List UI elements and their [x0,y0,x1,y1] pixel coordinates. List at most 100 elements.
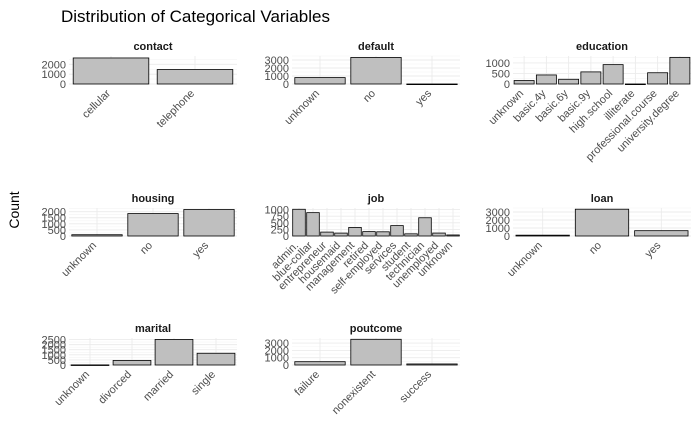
x-tick-label: cellular [80,87,113,120]
y-tick-label: 0 [60,79,66,91]
y-tick-label: 500 [48,225,66,237]
bar-student [404,233,418,237]
y-tick-label: 2000 [265,345,289,357]
bar-basic.4y [535,74,557,85]
x-tick-label: divorced [96,369,134,407]
y-tick-label: 0 [283,79,289,91]
facet-title: loan [591,193,614,205]
y-tick-label: 1000 [42,69,66,81]
y-axis-label: Count [6,191,22,228]
y-tick-label: 500 [492,68,510,80]
y-tick-label: 1000 [486,58,510,70]
y-tick-label: 0 [60,360,66,372]
bar-unemployed [432,232,446,237]
bar-retired [362,231,376,237]
x-tick-label: no [587,240,604,257]
bar-unknown [294,77,346,85]
bar-entrepreneur [320,231,334,237]
bar-married [154,339,194,366]
y-tick-label: 1000 [265,353,289,365]
facet-title: default [358,41,394,53]
y-tick-label: 500 [271,218,289,230]
facet-title: contact [133,41,172,53]
bar-admin. [292,208,306,237]
y-tick-label: 1000 [265,71,289,83]
y-tick-label: 2000 [42,340,66,352]
y-tick-label: 250 [271,224,289,236]
bar-unknown [515,234,570,237]
y-tick-label: 3000 [486,207,510,219]
y-tick-label: 1500 [42,345,66,357]
y-tick-label: 1500 [42,213,66,225]
bar-unknown [513,80,535,85]
bar-high.school [602,64,624,85]
bar-no [350,57,402,85]
bar-unknown [71,234,123,237]
y-tick-label: 2000 [42,59,66,71]
facet-title: education [576,41,628,53]
bar-unknown [70,364,110,366]
y-tick-label: 0 [60,231,66,243]
bar-single [196,352,236,366]
bar-cellular [72,57,150,85]
x-tick-label: telephone [154,88,197,131]
y-tick-label: 2000 [486,215,510,227]
bar-management [348,227,362,237]
x-tick-label: yes [414,87,435,108]
bar-yes [634,230,689,237]
bar-university.degree [669,56,691,85]
facet-title: housing [132,193,175,205]
bar-no [127,213,179,237]
x-tick-label: no [361,88,378,105]
bar-professional.course [647,72,669,85]
bar-technician [418,217,432,237]
bar-housemaid [334,232,348,237]
y-tick-label: 2000 [265,63,289,75]
y-tick-label: 2000 [42,207,66,219]
bar-self-employed [376,231,390,237]
bar-nonexistent [350,338,402,366]
bar-basic.9y [580,71,602,85]
x-tick-label: yes [643,239,664,260]
y-tick-label: 0 [504,79,510,91]
y-tick-label: 0 [283,231,289,243]
y-tick-label: 2500 [42,335,66,347]
bar-unknown [446,234,460,237]
x-tick-label: married [141,369,176,404]
x-tick-label: unknown [282,88,322,128]
bar-services [390,225,404,237]
bar-yes [183,209,235,237]
facet-title: job [367,193,385,205]
x-tick-label: yes [191,239,212,260]
y-tick-label: 0 [504,231,510,243]
chart-title: Distribution of Categorical Variables [61,7,330,26]
y-tick-label: 3000 [265,55,289,67]
bar-divorced [112,360,152,366]
bar-no [574,208,630,237]
y-tick-label: 1000 [42,350,66,362]
bar-success [406,363,458,366]
x-tick-label: nonexistent [330,369,378,417]
x-tick-label: success [398,368,435,405]
x-tick-label: failure [292,369,322,399]
facet-title: marital [135,323,171,335]
facet-job: job02505007501000admin.blue-collarentrep… [265,193,460,297]
bar-yes [406,83,458,85]
x-tick-label: single [189,369,218,398]
bar-blue-collar [306,212,320,237]
bar-illiterate [624,83,646,85]
y-tick-label: 1000 [42,219,66,231]
x-tick-label: unknown [59,240,99,280]
y-tick-label: 750 [271,211,289,223]
x-tick-label: unknown [52,369,92,409]
facet-education: education05001000unknownbasic.4ybasic.6y… [486,41,691,164]
y-tick-label: 1000 [486,223,510,235]
y-tick-label: 3000 [265,338,289,350]
